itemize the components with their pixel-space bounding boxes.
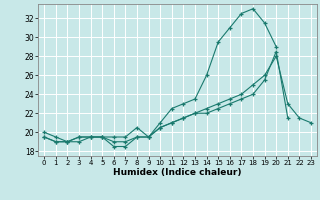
X-axis label: Humidex (Indice chaleur): Humidex (Indice chaleur) (113, 168, 242, 177)
